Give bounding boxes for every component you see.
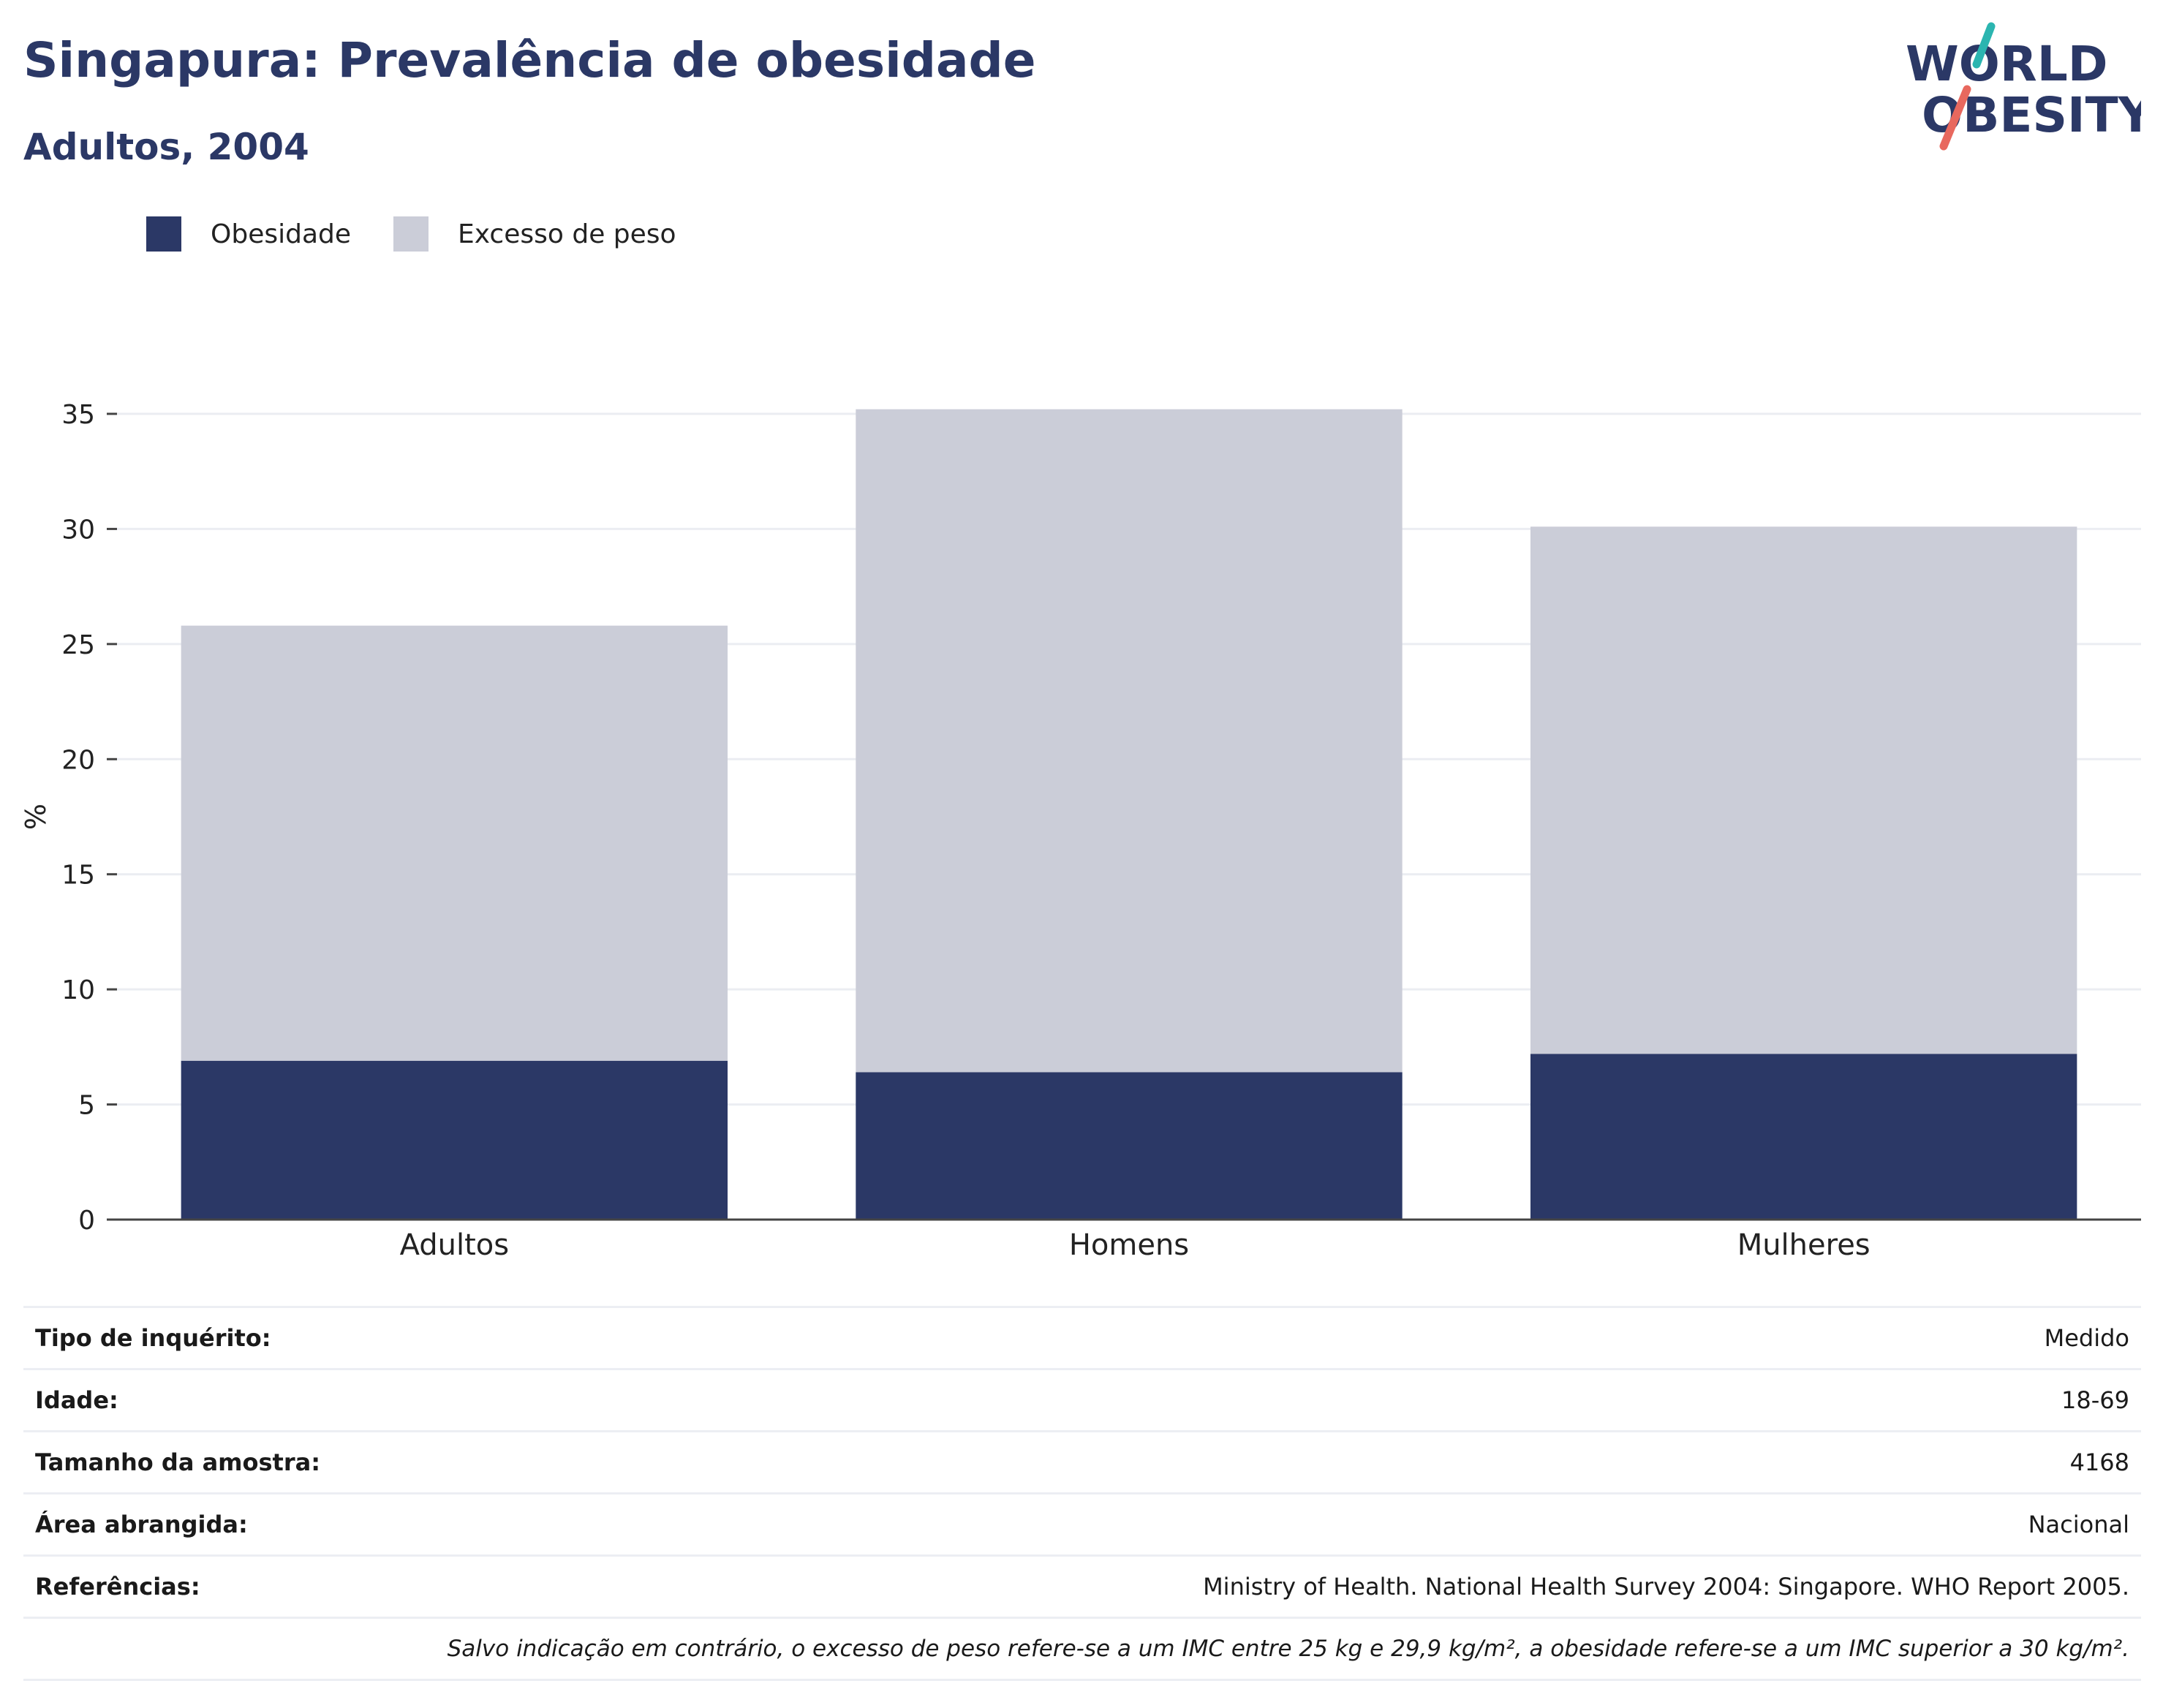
info-row-referencias: Referências: Ministry of Health. Nationa…	[23, 1554, 2141, 1618]
x-tick-label: Homens	[1069, 1228, 1189, 1262]
info-value: Medido	[543, 1306, 2141, 1369]
info-label: Tamanho da amostra:	[23, 1430, 543, 1494]
bars	[181, 409, 2077, 1220]
legend-swatch-excesso-de-peso	[393, 216, 429, 252]
world-obesity-logo: WORLD OBESITY	[1906, 22, 2141, 151]
definition-note: Salvo indicação em contrário, o excesso …	[23, 1617, 2141, 1681]
y-tick-label: 0	[78, 1206, 95, 1236]
legend-item-excesso-de-peso[interactable]: Excesso de peso	[393, 216, 676, 252]
legend-swatch-obesidade	[146, 216, 181, 252]
info-value: 4168	[543, 1430, 2141, 1494]
logo-coral-slash	[1939, 85, 1971, 151]
bar-chart: 0 5 10 15 20 25 30 35 Adultos Homens Mulheres %	[20, 400, 2141, 1262]
info-value: Nacional	[543, 1492, 2141, 1556]
x-tick-label: Mulheres	[1737, 1228, 1871, 1262]
bar-adultos-obesidade	[181, 1060, 728, 1220]
bar-homens-excesso-de-peso	[856, 409, 1403, 1073]
legend-label-excesso-de-peso: Excesso de peso	[458, 219, 676, 249]
info-row-amostra: Tamanho da amostra: 4168	[23, 1430, 2141, 1494]
y-axis-label: %	[20, 804, 52, 830]
y-tick-label: 5	[78, 1091, 95, 1121]
info-row-idade: Idade: 18-69	[23, 1368, 2141, 1432]
info-value: Ministry of Health. National Health Surv…	[543, 1554, 2141, 1618]
bar-mulheres-obesidade	[1530, 1054, 2077, 1220]
info-label: Área abrangida:	[23, 1492, 543, 1556]
chart-subtitle: Adultos, 2004	[23, 126, 309, 168]
chart-legend: Obesidade Excesso de peso	[146, 216, 719, 252]
y-tick-label: 35	[61, 400, 95, 430]
info-row-note: Salvo indicação em contrário, o excesso …	[23, 1617, 2141, 1681]
logo-line1: WORLD	[1906, 36, 2108, 92]
x-tick-label: Adultos	[400, 1228, 510, 1262]
legend-item-obesidade[interactable]: Obesidade	[146, 216, 351, 252]
bar-adultos-excesso-de-peso	[181, 625, 728, 1061]
chart-title: Singapura: Prevalência de obesidade	[23, 32, 1036, 88]
y-tick-label: 15	[61, 861, 95, 891]
info-row-tipo: Tipo de inquérito: Medido	[23, 1306, 2141, 1369]
info-label: Tipo de inquérito:	[23, 1306, 543, 1369]
bar-homens-obesidade	[856, 1072, 1403, 1220]
info-label: Referências:	[23, 1554, 543, 1618]
y-tick-label: 10	[61, 975, 95, 1005]
info-value: 18-69	[543, 1368, 2141, 1432]
y-tick-label: 25	[61, 630, 95, 660]
legend-label-obesidade: Obesidade	[211, 219, 352, 249]
survey-info-table: Tipo de inquérito: Medido Idade: 18-69 T…	[23, 1306, 2141, 1681]
bar-mulheres-excesso-de-peso	[1530, 526, 2077, 1054]
y-tick-labels: 0 5 10 15 20 25 30 35	[61, 400, 95, 1236]
logo-teal-slash	[1972, 22, 1996, 69]
y-tick-label: 20	[61, 745, 95, 775]
y-tick-label: 30	[61, 515, 95, 545]
x-tick-labels: Adultos Homens Mulheres	[400, 1228, 1871, 1262]
info-row-area: Área abrangida: Nacional	[23, 1492, 2141, 1556]
info-label: Idade:	[23, 1368, 543, 1432]
